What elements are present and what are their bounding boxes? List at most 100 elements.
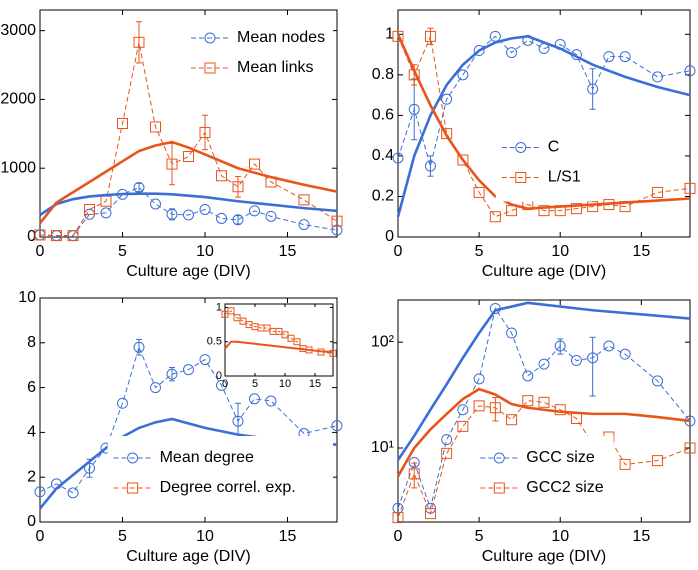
legend-label: L/S1 [548,169,581,186]
marker [424,508,436,520]
marker [392,30,404,42]
x-tick-label: 5 [118,528,127,545]
y-tick-label: 0 [216,370,222,382]
marker [183,364,194,376]
marker [603,340,615,352]
legend-label: C [548,139,560,156]
marker [522,370,534,382]
data-line [39,345,338,494]
marker [473,186,485,198]
marker [331,215,343,227]
marker [166,368,178,380]
marker [265,395,277,407]
legend-box [495,125,593,202]
marker [232,214,244,226]
marker [331,224,343,236]
fit-line [38,140,338,225]
marker [133,341,145,353]
legend-marker [204,32,216,44]
marker [684,65,696,77]
marker [554,404,566,416]
fit-line [396,387,691,477]
marker [424,160,436,172]
y-tick-label: 0 [27,228,36,245]
x-axis-label: Culture age (DIV) [126,548,251,565]
legend-box [474,436,614,512]
marker [441,447,453,459]
marker [34,229,46,241]
marker [133,36,145,48]
y-tick-label: 0.5 [207,336,222,348]
marker [150,198,161,210]
marker [652,71,664,83]
x-tick-label: 10 [196,528,214,545]
marker [216,379,227,391]
y-tick-label: 2000 [0,91,36,108]
fit-line [396,301,691,461]
x-tick-label: 10 [551,528,569,545]
marker [684,442,696,454]
marker [522,395,534,407]
legend-marker [493,452,505,464]
axes-frame [224,303,334,377]
x-tick-label: 15 [279,243,297,260]
x-tick-label: 0 [394,528,403,545]
marker [587,83,599,95]
marker [232,415,244,427]
y-tick-label: 10² [371,333,395,350]
marker [652,455,664,467]
marker [408,468,420,480]
x-tick-label: 5 [252,378,258,390]
marker [117,397,128,409]
y-tick-label: 2 [27,468,36,485]
marker [67,487,79,499]
x-tick-label: 15 [309,378,321,390]
marker [489,211,501,223]
axes-frame [397,9,691,238]
marker [506,327,518,339]
legend-marker [127,452,139,464]
x-tick-label: 5 [118,243,127,260]
marker [392,502,404,514]
x-tick-label: 0 [394,243,403,260]
marker [265,210,277,222]
marker [587,201,599,213]
marker [652,186,664,198]
y-tick-label: 0.8 [372,66,394,83]
marker [51,230,62,242]
legend-box [185,16,333,92]
x-axis-label: Culture age (DIV) [482,548,607,565]
y-tick-label: 6 [27,379,36,396]
marker [489,402,501,414]
y-tick-label: 3000 [0,22,36,39]
marker [424,30,436,42]
y-tick-label: 10¹ [371,439,394,456]
marker [84,462,95,474]
marker [441,128,453,140]
y-tick-label: 0.2 [372,188,394,205]
marker [183,151,194,163]
y-tick-label: 1 [216,301,222,313]
x-axis-label: Culture age (DIV) [126,263,251,280]
x-tick-label: 15 [632,528,650,545]
x-tick-label: 15 [632,243,650,260]
x-tick-label: 15 [279,528,297,545]
legend-label: Degree correl. exp. [160,479,296,496]
marker [684,182,696,194]
legend-marker [515,172,527,183]
legend-label: Mean nodes [237,29,325,46]
marker [249,393,260,405]
marker [392,512,404,524]
marker [570,355,582,367]
y-tick-label: 0.4 [372,147,394,164]
legend-label: GCC2 size [526,479,603,496]
marker [619,51,631,63]
marker [199,203,211,215]
marker [392,152,404,164]
legend-label: GCC size [526,449,595,466]
marker [67,230,79,242]
marker [199,354,211,366]
marker [329,349,337,357]
x-tick-label: 5 [475,243,484,260]
marker [408,103,420,115]
